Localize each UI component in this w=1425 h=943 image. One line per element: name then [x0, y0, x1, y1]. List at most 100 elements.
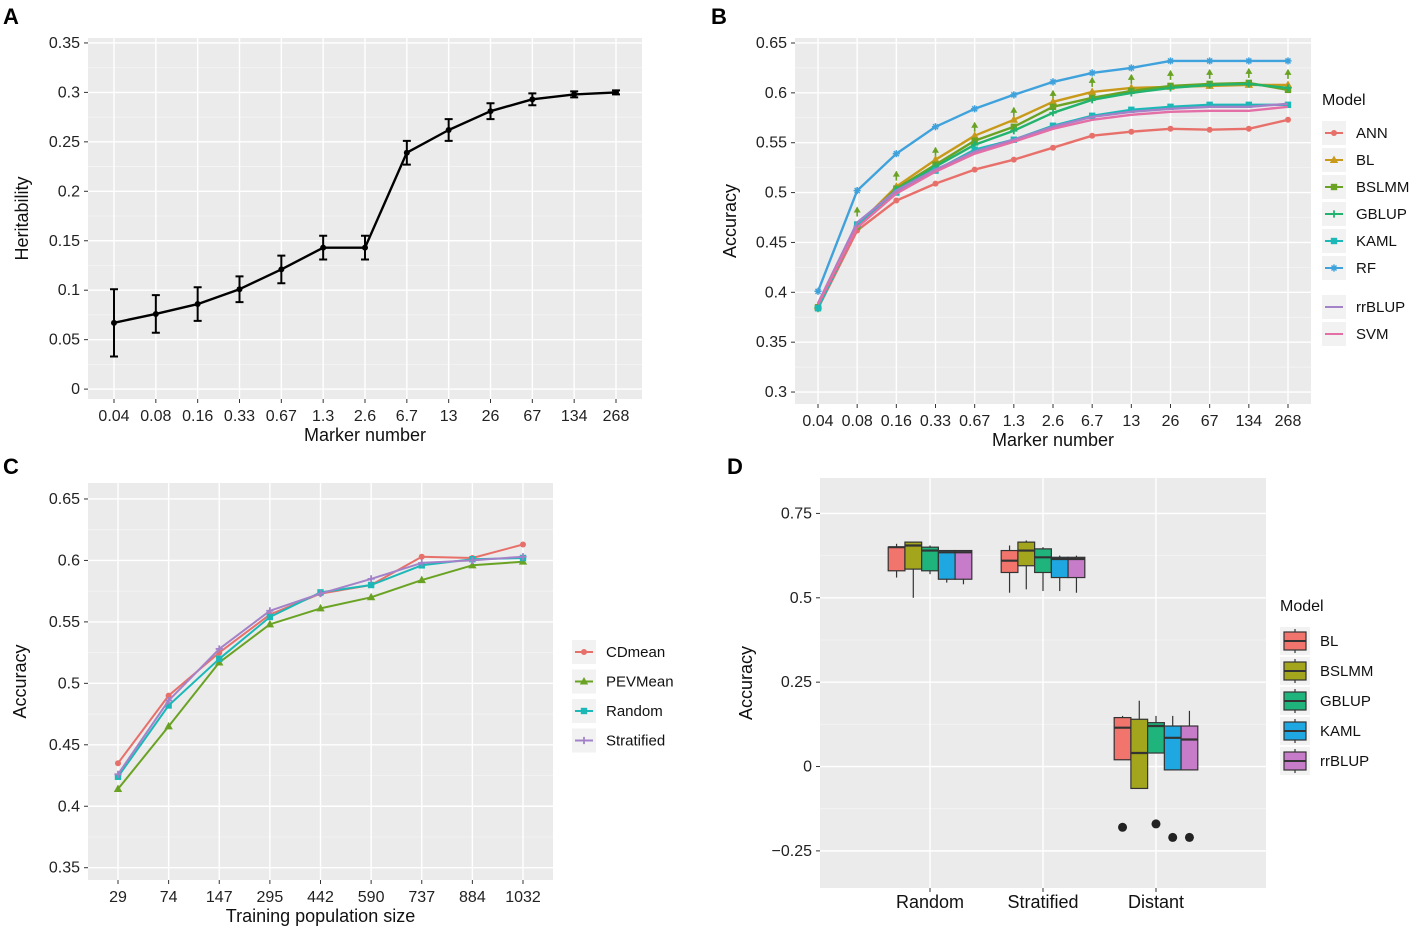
chart-c-series-random-point — [216, 655, 223, 662]
chart-b-legend-kaml-label: KAML — [1356, 233, 1397, 250]
chart-c-series-pevmean-point — [366, 592, 376, 601]
panel-label-c: C — [3, 454, 19, 479]
chart-c-y-axis-title: Accuracy — [10, 644, 30, 718]
chart-b-series-ann-point — [1206, 126, 1213, 133]
chart-b-series-rf-point — [853, 186, 861, 195]
chart-b-y-tick-label: 0.6 — [765, 85, 787, 102]
chart-d-y-tick-label: 0.25 — [781, 674, 812, 691]
chart-b-series-bslmm-point — [1010, 123, 1018, 130]
chart-b-x-tick-6-7: 6.7 — [1081, 413, 1103, 430]
chart-b-series-bslmm-point — [1049, 103, 1057, 111]
chart-b-series-bslmm-point — [971, 137, 978, 144]
panel-label-b: B — [711, 4, 727, 29]
chart-b-legend-kaml-key-marker — [1330, 237, 1338, 245]
chart-a-series-heritability-point — [571, 91, 578, 98]
chart-a-y-tick-label: 0.25 — [49, 134, 80, 151]
chart-b-x-tick-0-67: 0.67 — [959, 413, 990, 430]
chart-b-x-tick-134: 134 — [1235, 413, 1262, 430]
chart-d-y-tick-label: 0 — [803, 759, 812, 776]
chart-b-series-bl-point — [1048, 97, 1058, 105]
chart-d-box-stratified-gblup — [1034, 548, 1052, 574]
chart-d-box-stratified-bslmm — [1017, 541, 1036, 567]
chart-c-series-stratified-point — [367, 575, 375, 583]
chart-d-box-distant-kaml-outlier — [1168, 832, 1178, 842]
chart-b-x-tick-13: 13 — [1122, 413, 1140, 430]
chart-c-y-tick-label: 0.55 — [49, 614, 80, 631]
chart-d-box-stratified-rrblup — [1067, 556, 1086, 579]
chart-d-accuracy-boxplot: −0.25 0 0.25 0.5 0.75 Random Stratified Distant… — [736, 478, 1373, 912]
chart-a-y-tick-label: 0.1 — [58, 282, 80, 299]
chart-c-series-stratified-point — [468, 556, 476, 565]
chart-d-box-distant-rrblup — [1180, 725, 1199, 771]
chart-a-y-tick-label: 0.3 — [58, 84, 80, 101]
chart-a-x-tick-13: 13 — [440, 408, 458, 425]
chart-b-x-tick-26: 26 — [1162, 413, 1180, 430]
chart-c-y-tick-label: 0.45 — [49, 737, 80, 754]
chart-b-x-tick-0-33: 0.33 — [920, 413, 951, 430]
chart-b-series-gblup-point — [1010, 127, 1018, 135]
chart-b-series-ann-point — [971, 166, 978, 173]
chart-d-box-distant-kaml — [1163, 725, 1182, 771]
chart-c-y-tick-label: 0.35 — [49, 860, 80, 877]
chart-a-x-tick-26: 26 — [482, 408, 500, 425]
chart-a-series-heritability-point — [194, 301, 201, 308]
chart-b-y-tick-label: 0.4 — [765, 284, 787, 301]
chart-b-series-rf-point — [1284, 57, 1292, 65]
chart-c-series-stratified-point — [266, 607, 274, 615]
chart-c-legend-cdmean-key-marker — [581, 649, 587, 655]
chart-b-series-kaml-point — [1167, 103, 1174, 111]
chart-a-x-axis-title: Marker number — [304, 425, 426, 445]
chart-c-legend-pevmean-label: PEVMean — [606, 674, 674, 691]
chart-a-y-axis-title: Heritability — [12, 176, 32, 260]
chart-c-series-cdmean-point — [165, 692, 172, 699]
chart-a-x-tick-67: 67 — [523, 408, 541, 425]
chart-c-series-stratified-point — [165, 696, 173, 705]
chart-c-series-stratified-point — [215, 645, 223, 653]
chart-c-x-tick-147: 147 — [206, 889, 233, 906]
chart-b-series-kaml-point — [814, 305, 822, 312]
chart-a-y-tick-label: 0.35 — [49, 35, 80, 52]
chart-b-series-ann-point — [1167, 125, 1174, 132]
chart-b-legend-bslmm-key-marker — [1330, 183, 1338, 191]
chart-a-x-tick-134: 134 — [561, 408, 588, 425]
chart-d-legend-bl-label: BL — [1320, 633, 1338, 650]
chart-c-legend-random-key-marker — [580, 707, 588, 715]
chart-d-box-distant-gblup — [1147, 722, 1165, 754]
chart-b-series-rf-point — [892, 150, 900, 158]
chart-a-series-heritability-point — [236, 286, 243, 293]
chart-a-y-tick-label: 0 — [71, 381, 80, 398]
chart-c-series-cdmean-point — [418, 553, 425, 560]
chart-d-y-axis-title: Accuracy — [736, 646, 756, 720]
chart-b-series-bl-point — [1087, 87, 1097, 95]
chart-c-series-random-point — [367, 581, 375, 589]
chart-b-series-bl-point — [931, 155, 940, 163]
chart-c-x-tick-884: 884 — [459, 889, 486, 906]
chart-c-x-tick-295: 295 — [257, 889, 284, 906]
chart-b-y-tick-label: 0.35 — [756, 334, 787, 351]
chart-a-series-heritability-point — [445, 126, 452, 133]
chart-d-x-tick-distant: Distant — [1128, 892, 1184, 912]
chart-b-y-tick-label: 0.45 — [756, 234, 787, 251]
chart-c-legend-pevmean-key-marker — [579, 677, 589, 685]
chart-b-series-gblup-point — [1206, 81, 1214, 89]
chart-c-x-tick-442: 442 — [307, 889, 334, 906]
chart-d-y-tick-label: 0.75 — [781, 505, 812, 522]
chart-b-series-rf-point — [971, 105, 979, 113]
chart-a-x-tick-6-7: 6.7 — [396, 408, 418, 425]
chart-d-legend-rrblup-label: rrBLUP — [1320, 753, 1369, 770]
chart-a-x-tick-2-6: 2.6 — [354, 408, 376, 425]
chart-c-x-tick-737: 737 — [408, 889, 435, 906]
chart-c-legend-random-label: Random — [606, 703, 663, 720]
chart-b-series-ann-point — [1010, 156, 1017, 163]
chart-d-box-random-rrblup — [954, 549, 973, 580]
chart-c-x-tick-29: 29 — [109, 889, 127, 906]
chart-c-y-tick-label: 0.4 — [58, 798, 80, 815]
chart-b-legend-bl-label: BL — [1356, 152, 1374, 169]
chart-c-series-pevmean-point — [265, 619, 275, 628]
chart-b-legend-svm-label: SVM — [1356, 326, 1389, 343]
chart-d-y-tick-label: −0.25 — [772, 843, 813, 860]
chart-b-series-ann-point — [1089, 132, 1096, 139]
chart-a-y-tick-label: 0.15 — [49, 233, 80, 250]
chart-d-x-tick-random: Random — [896, 892, 964, 912]
chart-a-heritability: 0 0.05 0.1 0.15 0.2 0.25 0.3 0.35 0.04 0.08 0.16 0.… — [12, 35, 642, 445]
